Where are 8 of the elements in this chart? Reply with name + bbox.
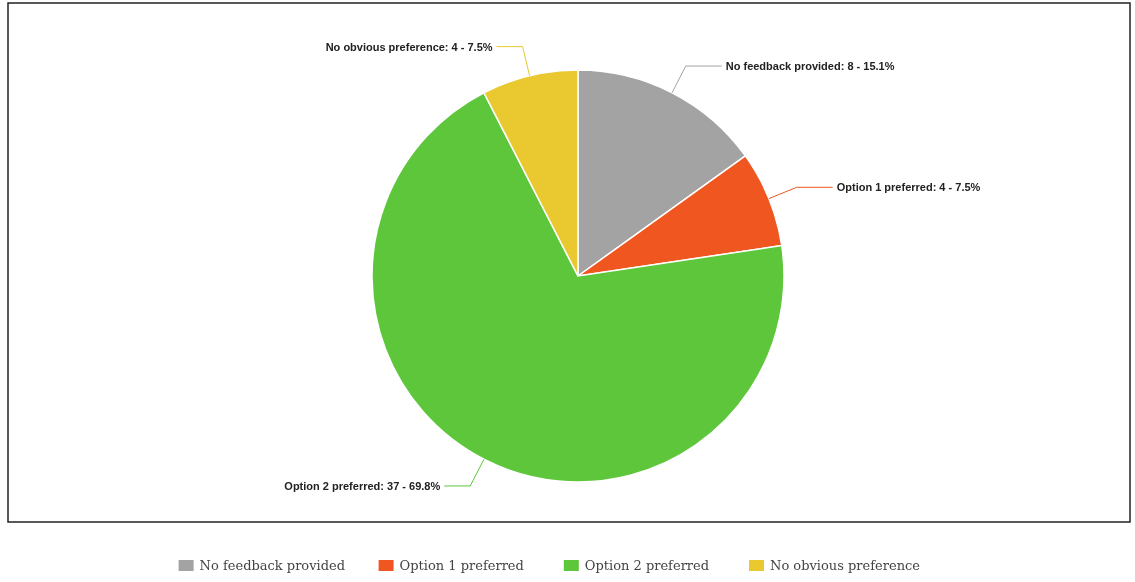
legend-label: Option 2 preferred — [584, 558, 710, 573]
data-label: Option 2 preferred: 37 - 69.8% — [284, 479, 441, 492]
legend-label: No obvious preference — [770, 558, 921, 573]
legend-label: No feedback provided — [199, 558, 346, 573]
data-label: No obvious preference: 4 - 7.5% — [325, 40, 493, 53]
data-label: No feedback provided: 8 - 15.1% — [725, 60, 895, 73]
data-label: Option 1 preferred: 4 - 7.5% — [836, 181, 981, 194]
legend-label: Option 1 preferred — [399, 558, 524, 573]
